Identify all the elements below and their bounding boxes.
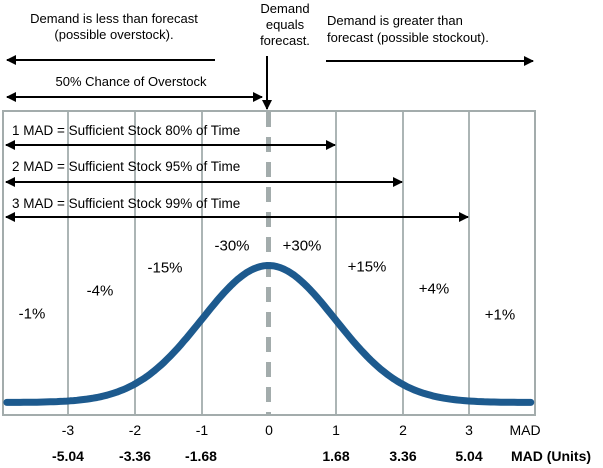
gridline-minus2 — [134, 112, 136, 414]
annotation-demand-equals-line3: forecast. — [260, 33, 310, 48]
band-pct-plus4: +4% — [418, 280, 450, 298]
overstock-direction-arrow-icon — [7, 59, 215, 61]
annotation-demand-less-line2: (possible overstock). — [54, 27, 174, 42]
band-pct-plus1: +1% — [484, 306, 516, 324]
mad2-label: 2 MAD = Sufficient Stock 95% of Time — [12, 159, 241, 174]
tick-units-plus504: 5.04 — [455, 448, 483, 464]
annotation-demand-greater: Demand is greater than forecast (possibl… — [327, 12, 489, 46]
annotation-demand-greater-line1: Demand is greater than — [327, 13, 463, 28]
overstock-chance-arrow-icon — [7, 96, 262, 98]
band-pct-plus15: +15% — [347, 258, 387, 276]
mad1-label: 1 MAD = Sufficient Stock 80% of Time — [12, 123, 241, 138]
mad2-range-arrow-icon — [6, 181, 402, 183]
gridline-plus2 — [402, 112, 404, 414]
annotation-demand-equals-line2: equals — [265, 17, 305, 32]
band-pct-plus30: +30% — [282, 237, 322, 255]
demand-equals-forecast-arrow-icon — [266, 56, 268, 109]
tick-mad-plus2: 2 — [399, 422, 407, 438]
tick-mad-plus3: 3 — [465, 422, 473, 438]
tick-units-minus504: -5.04 — [52, 448, 84, 464]
tick-units-plus168: 1.68 — [322, 448, 350, 464]
gridline-plus3 — [468, 112, 470, 414]
band-pct-minus4: -4% — [86, 282, 114, 300]
annotation-demand-equals-line1: Demand — [260, 1, 310, 16]
tick-mad-minus3: -3 — [61, 422, 75, 438]
mad3-range-arrow-icon — [6, 216, 468, 218]
tick-mad-zero: 0 — [265, 422, 273, 438]
axis-label-mad: MAD — [509, 422, 541, 438]
stockout-direction-arrow-icon — [326, 60, 533, 62]
annotation-demand-greater-line2: forecast (possible stockout). — [327, 30, 489, 45]
tick-units-minus336: -3.36 — [119, 448, 151, 464]
annotation-demand-less: Demand is less than forecast (possible o… — [8, 11, 220, 43]
annotation-demand-less-line1: Demand is less than forecast — [30, 11, 198, 26]
annotation-demand-equals: Demand equals forecast. — [244, 1, 326, 49]
axis-label-mad-units: MAD (Units) — [510, 448, 592, 464]
tick-mad-minus2: -2 — [128, 422, 142, 438]
zero-mad-dashed-line — [266, 112, 271, 414]
tick-mad-plus1: 1 — [332, 422, 340, 438]
mad3-label: 3 MAD = Sufficient Stock 99% of Time — [12, 196, 241, 211]
overstock-chance-label: 50% Chance of Overstock — [55, 74, 207, 89]
tick-units-minus168: -1.68 — [185, 448, 217, 464]
gridline-minus3 — [67, 112, 69, 414]
band-pct-minus30: -30% — [214, 237, 250, 255]
gridline-plus1 — [335, 112, 337, 414]
mad1-range-arrow-icon — [6, 144, 335, 146]
band-pct-minus15: -15% — [147, 259, 183, 277]
tick-units-plus336: 3.36 — [389, 448, 417, 464]
gridline-minus1 — [201, 112, 203, 414]
band-pct-minus1: -1% — [18, 305, 46, 323]
tick-mad-minus1: -1 — [195, 422, 209, 438]
